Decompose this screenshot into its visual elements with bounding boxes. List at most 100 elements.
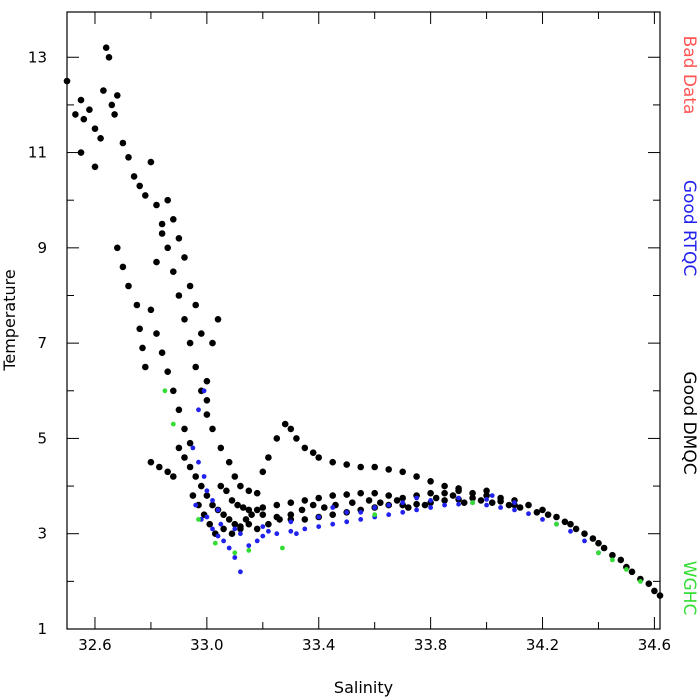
data-point <box>203 492 211 499</box>
data-point <box>358 517 364 522</box>
data-point <box>253 489 261 497</box>
data-point <box>181 316 188 323</box>
data-point <box>638 579 643 584</box>
x-tick-label: 34.2 <box>526 636 559 654</box>
data-point <box>344 519 350 525</box>
data-point <box>539 506 546 514</box>
data-point <box>220 511 227 518</box>
y-tick-label: 11 <box>28 144 47 162</box>
data-point <box>600 544 608 552</box>
data-point <box>215 507 221 513</box>
y-tick-label: 9 <box>37 239 47 257</box>
data-point <box>175 235 183 242</box>
data-point <box>315 454 323 461</box>
data-point <box>358 509 364 515</box>
data-point <box>428 498 433 503</box>
data-point <box>210 526 215 532</box>
data-point <box>209 501 216 509</box>
data-point <box>203 411 211 418</box>
data-point <box>204 514 210 520</box>
data-point <box>214 316 222 323</box>
data-point <box>139 344 146 352</box>
data-point <box>245 487 253 495</box>
data-point <box>147 306 155 314</box>
data-point <box>329 458 337 466</box>
data-point <box>330 505 336 510</box>
data-point <box>274 531 280 537</box>
data-point <box>186 463 194 471</box>
data-point <box>228 497 236 504</box>
data-point <box>164 244 171 252</box>
legend-entry: Good DMQC <box>679 371 699 474</box>
data-point <box>343 461 351 468</box>
data-point <box>512 500 517 506</box>
data-point <box>651 587 658 595</box>
data-point <box>231 473 239 480</box>
data-point <box>209 339 216 347</box>
data-point <box>544 511 552 518</box>
data-point <box>309 449 317 457</box>
data-point <box>201 474 207 479</box>
data-point <box>460 499 468 507</box>
data-point <box>221 538 227 544</box>
data-point <box>225 516 233 523</box>
data-point <box>153 201 160 209</box>
data-point <box>114 92 121 99</box>
data-point <box>186 282 194 290</box>
data-point <box>162 388 168 394</box>
data-point <box>218 521 224 527</box>
data-point <box>215 533 221 539</box>
data-point <box>294 531 299 537</box>
data-point <box>280 545 285 551</box>
x-tick-label: 33.8 <box>414 636 447 654</box>
data-point <box>315 494 323 502</box>
data-point <box>400 509 406 515</box>
data-point <box>114 244 121 252</box>
data-point <box>136 182 143 190</box>
data-point <box>456 501 461 507</box>
data-point <box>371 463 379 471</box>
data-point <box>204 488 210 494</box>
data-point <box>238 531 243 537</box>
data-point <box>186 339 194 347</box>
y-tick-label: 1 <box>37 620 47 638</box>
data-point <box>158 349 166 357</box>
data-point <box>428 505 433 510</box>
data-point <box>192 301 199 309</box>
data-point <box>102 44 110 51</box>
x-tick-label: 34.6 <box>638 636 671 654</box>
data-point <box>237 482 244 490</box>
data-point <box>147 458 155 466</box>
data-point <box>414 507 419 513</box>
data-point <box>153 330 160 337</box>
data-point <box>189 492 197 499</box>
data-point <box>349 499 356 507</box>
data-point <box>133 301 141 309</box>
data-point <box>287 511 295 518</box>
data-point <box>201 388 207 394</box>
data-point <box>624 567 629 572</box>
y-tick-label: 3 <box>37 525 47 543</box>
data-point <box>196 517 201 522</box>
data-point <box>203 397 211 404</box>
data-point <box>609 551 616 559</box>
data-point <box>288 519 294 525</box>
y-tick-label: 13 <box>28 48 47 66</box>
data-point <box>111 111 118 118</box>
data-point <box>456 495 461 501</box>
data-point <box>321 504 328 511</box>
data-point <box>147 158 155 166</box>
legend-entry: WGHC <box>679 561 699 616</box>
data-point <box>192 473 199 480</box>
data-point <box>316 514 322 520</box>
data-point <box>301 516 309 523</box>
data-point <box>266 528 271 534</box>
data-point <box>287 425 295 433</box>
data-point <box>386 512 392 518</box>
data-point <box>232 555 238 560</box>
data-point <box>399 468 407 476</box>
data-point <box>488 499 496 507</box>
data-point <box>223 487 230 495</box>
data-point <box>298 506 306 514</box>
